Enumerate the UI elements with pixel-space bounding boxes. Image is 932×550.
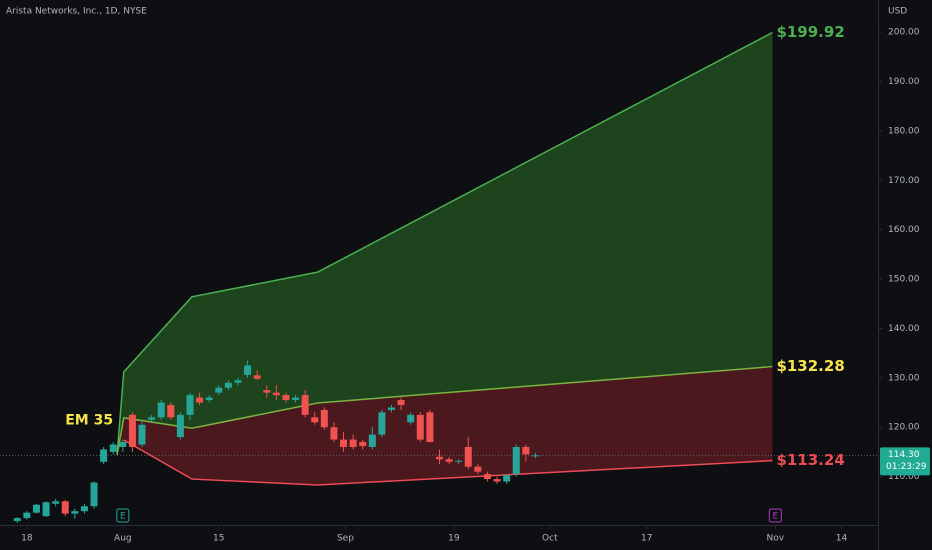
- candle-body: [531, 455, 539, 457]
- candle-body: [416, 414, 424, 440]
- band-line: [116, 31, 773, 455]
- candle-body: [128, 414, 136, 447]
- chart-title: Arista Networks, Inc., 1D, NYSE: [6, 7, 147, 17]
- event-marker: [768, 508, 782, 523]
- candle-body: [272, 392, 280, 396]
- candle-body: [512, 446, 520, 475]
- y-tick-label: 120.00: [888, 423, 920, 433]
- last-price-label: 114.30: [888, 450, 920, 460]
- candle-body: [455, 460, 463, 462]
- candle-body: [61, 501, 69, 514]
- band-label: $113.24: [776, 451, 844, 469]
- candle-body: [138, 424, 146, 445]
- y-tick-label: 180.00: [888, 126, 920, 136]
- candle-body: [301, 395, 309, 415]
- band-fill: [117, 32, 773, 455]
- candle-body: [157, 402, 165, 418]
- x-tick-label: 14: [836, 534, 848, 544]
- candle-body: [13, 518, 21, 522]
- currency-label: USD: [888, 7, 907, 17]
- candle-body: [474, 466, 482, 472]
- x-tick-label: Sep: [337, 534, 354, 544]
- candle-body: [311, 417, 319, 423]
- x-tick-label: Aug: [114, 534, 132, 544]
- x-tick-label: Nov: [767, 534, 785, 544]
- candle-body: [109, 444, 117, 452]
- candle-body: [42, 502, 50, 517]
- candle-body: [464, 446, 472, 467]
- y-tick-label: 160.00: [888, 225, 920, 235]
- band-label: $132.28: [776, 357, 844, 375]
- event-label: E: [120, 512, 126, 522]
- candle-body: [215, 387, 223, 393]
- band-fill: [117, 366, 773, 485]
- x-tick-label: 19: [448, 534, 460, 544]
- candle-body: [435, 456, 443, 460]
- y-tick-label: 110.00: [888, 472, 920, 482]
- candle-body: [80, 506, 88, 512]
- candle-body: [196, 397, 204, 403]
- event-label: E: [772, 512, 778, 522]
- candle-body: [205, 397, 213, 401]
- candle-body: [320, 409, 328, 428]
- candle-body: [368, 434, 376, 447]
- candle-body: [493, 479, 501, 482]
- candle-body: [426, 412, 434, 443]
- candle-body: [397, 400, 405, 405]
- candle-body: [186, 395, 194, 415]
- candle-body: [100, 449, 108, 462]
- band-label: $199.92: [776, 23, 844, 41]
- event-marker: [116, 508, 130, 523]
- candle-body: [359, 442, 367, 446]
- candle-body: [234, 380, 242, 383]
- candle-body: [263, 390, 271, 393]
- candle-body: [119, 442, 127, 447]
- candle-body: [407, 414, 415, 423]
- x-tick-label: Oct: [542, 534, 558, 544]
- candle-body: [388, 407, 396, 410]
- candle-body: [167, 404, 175, 418]
- band-line: [123, 439, 773, 486]
- candle-body: [224, 382, 232, 388]
- countdown-label: 01:23:29: [886, 462, 927, 472]
- y-tick-label: 150.00: [888, 275, 920, 285]
- candle-body: [32, 504, 40, 513]
- candle-body: [445, 459, 453, 462]
- candle-body: [23, 512, 31, 519]
- candle-body: [176, 414, 184, 438]
- x-tick-label: 18: [21, 534, 33, 544]
- candle-body: [349, 439, 357, 447]
- x-tick-label: 15: [213, 534, 224, 544]
- candle-body: [522, 446, 530, 455]
- candle-body: [483, 474, 491, 480]
- candle-body: [52, 501, 60, 504]
- y-tick-label: 170.00: [888, 176, 920, 186]
- y-tick-label: 130.00: [888, 373, 920, 383]
- candle-body: [378, 412, 386, 435]
- y-tick-label: 140.00: [888, 324, 920, 334]
- candle-body: [292, 397, 300, 401]
- candle-body: [244, 365, 252, 375]
- annotation: EM 35: [65, 413, 113, 429]
- candle-body: [503, 475, 511, 482]
- band-line: [116, 365, 773, 456]
- y-tick-label: 190.00: [888, 77, 920, 87]
- x-tick-label: 17: [641, 534, 652, 544]
- candle-body: [340, 439, 348, 447]
- candle-body: [330, 427, 338, 440]
- last-price-badge: [880, 447, 930, 476]
- candle-body: [71, 511, 79, 514]
- candle-body: [90, 482, 98, 507]
- y-tick-label: 200.00: [888, 28, 920, 38]
- candle-body: [282, 395, 290, 401]
- candle-body: [148, 417, 156, 420]
- candle-body: [253, 375, 261, 379]
